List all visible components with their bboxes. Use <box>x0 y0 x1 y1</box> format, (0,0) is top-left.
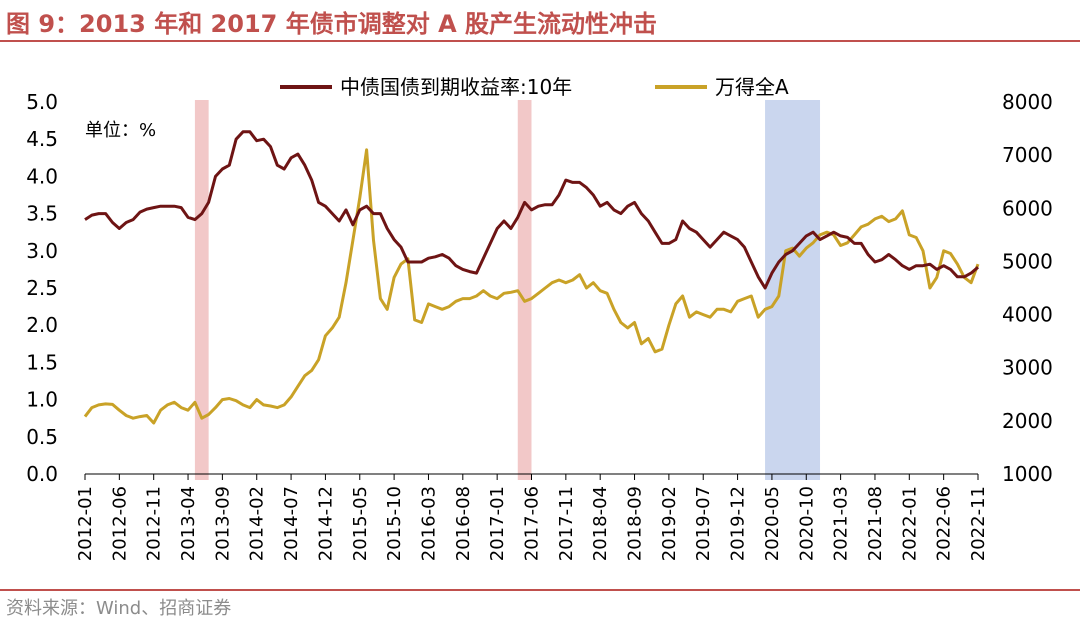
chart-legend: 中债国债到期收益率:10年 万得全A <box>280 75 789 99</box>
x-tick-label: 2016-08 <box>453 486 474 561</box>
y-left-tick-label: 3.0 <box>26 239 58 263</box>
chart-series <box>83 130 980 425</box>
y-right-tick-label: 8000 <box>1002 90 1053 114</box>
y-left-tick-label: 4.5 <box>26 127 58 151</box>
shaded-period-1 <box>194 100 209 480</box>
footer-divider <box>0 589 1080 591</box>
y-right-tick-label: 2000 <box>1002 409 1053 433</box>
legend-item-yield-label: 中债国债到期收益率:10年 <box>340 75 572 99</box>
title-divider <box>0 40 1080 42</box>
x-tick-label: 2015-10 <box>384 486 405 561</box>
x-tick-label: 2014-02 <box>247 486 268 561</box>
y-right-tick-label: 4000 <box>1002 303 1053 327</box>
chart-canvas: 0.0 0.5 1.0 1.5 2.0 2.5 3.0 3.5 4.0 4.5 5.0 1000 200… <box>26 75 1053 561</box>
x-tick-label: 2017-06 <box>522 486 543 561</box>
x-tick-label: 2014-12 <box>315 486 336 561</box>
y-left-tick-label: 1.0 <box>26 388 58 412</box>
source-note: 资料来源：Wind、招商证券 <box>6 598 232 619</box>
x-tick-label: 2022-06 <box>934 486 955 561</box>
y-right-tick-label: 1000 <box>1002 462 1053 486</box>
x-tick-label: 2012-01 <box>75 486 96 561</box>
x-tick-label: 2018-09 <box>625 486 646 561</box>
x-tick-label: 2013-04 <box>178 486 199 561</box>
shaded-period-3 <box>765 100 821 480</box>
x-tick-label: 2018-04 <box>590 486 611 561</box>
y-left-tick-label: 0.0 <box>26 462 58 486</box>
y-left-tick-label: 2.5 <box>26 276 58 300</box>
series-line-yield <box>84 130 979 290</box>
y-left-tick-label: 5.0 <box>26 90 58 114</box>
x-tick-label: 2022-11 <box>968 486 989 561</box>
x-tick-label: 2013-09 <box>212 486 233 561</box>
y-left-tick-label: 4.0 <box>26 164 58 188</box>
y-left-tick-label: 2.0 <box>26 313 58 337</box>
y-right-tick-label: 5000 <box>1002 249 1053 273</box>
x-tick-label: 2022-01 <box>899 486 920 561</box>
x-tick-label: 2012-06 <box>109 486 130 561</box>
y-right-tick-label: 7000 <box>1002 143 1053 167</box>
x-tick-label: 2017-01 <box>487 486 508 561</box>
x-tick-label: 2019-12 <box>728 486 749 561</box>
y-right-tick-label: 6000 <box>1002 196 1053 220</box>
x-tick-label: 2015-05 <box>350 486 371 561</box>
x-tick-label: 2020-05 <box>762 486 783 561</box>
x-tick-label: 2019-07 <box>693 486 714 561</box>
legend-item-index-label: 万得全A <box>715 75 789 99</box>
x-tick-label: 2020-10 <box>796 486 817 561</box>
x-tick-label: 2016-03 <box>418 486 439 561</box>
shaded-period-2 <box>517 100 532 480</box>
shaded-periods <box>194 100 821 480</box>
x-tick-label: 2012-11 <box>144 486 165 561</box>
unit-label: 单位：% <box>85 120 156 141</box>
figure-title: 图 9：2013 年和 2017 年债市调整对 A 股产生流动性冲击 <box>6 10 657 38</box>
x-tick-label: 2021-03 <box>831 486 852 561</box>
x-tick-label: 2019-02 <box>659 486 680 561</box>
y-left-tick-label: 1.5 <box>26 350 58 374</box>
y-left-tick-label: 3.5 <box>26 202 58 226</box>
x-tick-label: 2014-07 <box>281 486 302 561</box>
y-right-tick-label: 3000 <box>1002 356 1053 380</box>
y-left-tick-label: 0.5 <box>26 425 58 449</box>
chart-axes: 0.0 0.5 1.0 1.5 2.0 2.5 3.0 3.5 4.0 4.5 5.0 1000 200… <box>26 90 1053 561</box>
x-tick-label: 2017-11 <box>556 486 577 561</box>
x-tick-label: 2021-08 <box>865 486 886 561</box>
